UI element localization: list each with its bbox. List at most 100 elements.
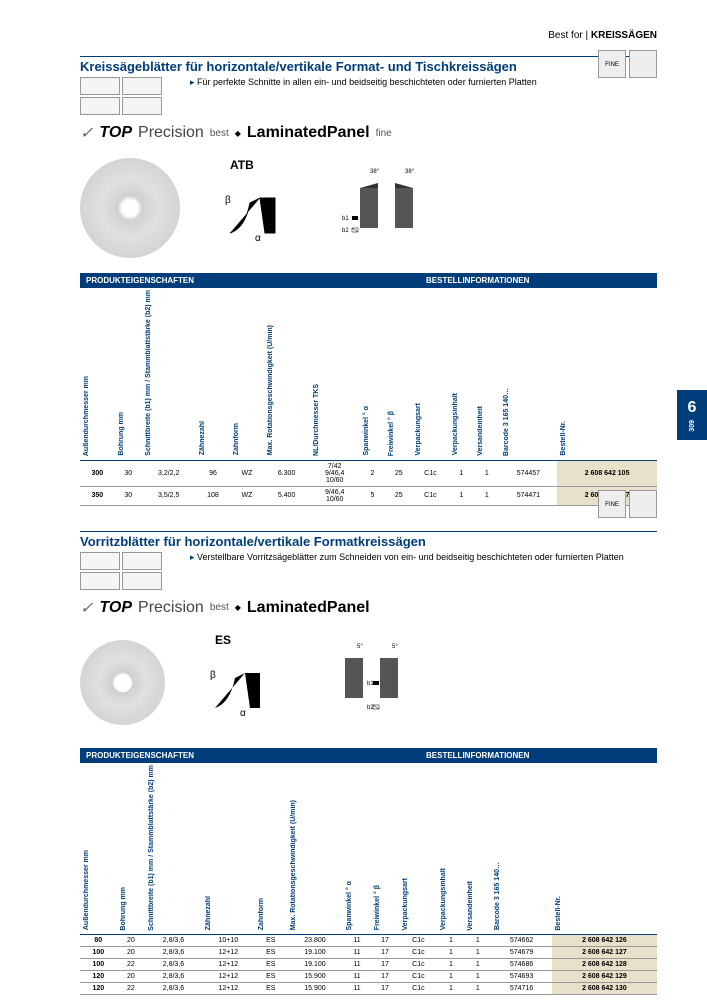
- brand-line-1: ✓ TOP Precision best ◆ LaminatedPanel fi…: [80, 123, 657, 143]
- cell: 3,5/2,5: [142, 486, 196, 505]
- brand-panel: LaminatedPanel: [247, 599, 370, 617]
- saw-icon: [80, 572, 120, 590]
- tooth-label: ES: [215, 633, 231, 647]
- col-header: Außendurchmesser mm: [80, 288, 115, 460]
- cell: ES: [255, 935, 287, 947]
- cell: 17: [371, 959, 400, 971]
- svg-text:5°: 5°: [357, 644, 363, 650]
- cell: WZ: [230, 486, 263, 505]
- tooth-diagram: ATB β α: [200, 158, 320, 258]
- badge-material-icon: [629, 490, 657, 518]
- col-header: Barcode 3 165 140…: [500, 288, 558, 460]
- angle2: 38°: [405, 169, 415, 175]
- blade-image: [80, 158, 180, 258]
- col-header: Verpackungsinhalt: [437, 763, 464, 935]
- section2-intro: Verstellbare Vorritzsägeblätter zum Schn…: [80, 552, 657, 590]
- cell: 2 608 642 127: [552, 947, 657, 959]
- cell: 1: [437, 935, 464, 947]
- cell: ES: [255, 971, 287, 983]
- cell: 2,8/3,6: [145, 971, 202, 983]
- tooth-diagram: ES β α: [185, 633, 305, 733]
- cell: 17: [371, 983, 400, 995]
- cell: ES: [255, 959, 287, 971]
- chapter-num: 6: [688, 399, 697, 417]
- cell: 11: [343, 935, 370, 947]
- cell: 20: [117, 947, 146, 959]
- cell: ES: [255, 947, 287, 959]
- col-header: Schnittbreite (b1) mm / Stammblattstärke…: [142, 288, 196, 460]
- cell: 15.900: [287, 983, 344, 995]
- cell: 25: [385, 486, 412, 505]
- tag-icon: ◆: [235, 603, 241, 612]
- cell: 1: [474, 460, 500, 486]
- cell: 19.100: [287, 947, 344, 959]
- cell: 574716: [491, 983, 552, 995]
- cell: C1c: [399, 959, 437, 971]
- cell: 17: [371, 971, 400, 983]
- svg-text:β: β: [210, 670, 216, 681]
- table2-header-bar: PRODUKTEIGENSCHAFTEN BESTELLINFORMATIONE…: [80, 748, 657, 763]
- col-header: Verpackungsart: [399, 763, 437, 935]
- table-row: 300303,2/2,296WZ6.3007/42 9/46,4 10/6022…: [80, 460, 657, 486]
- cell: 30: [115, 486, 142, 505]
- intro-text: Verstellbare Vorritzsägeblätter zum Schn…: [190, 552, 657, 590]
- cell: 5.400: [264, 486, 310, 505]
- table-row: 80202,8/3,610+10ES23.8001117C1c115746622…: [80, 935, 657, 947]
- cell: 574693: [491, 971, 552, 983]
- cell: C1c: [399, 947, 437, 959]
- cell: 1: [437, 971, 464, 983]
- cell: 12+12: [202, 971, 255, 983]
- cell: 1: [464, 947, 491, 959]
- header-category: Best for |: [548, 30, 588, 41]
- col-header: NL/Durchmesser TKS: [310, 288, 360, 460]
- col-header: Zähnezahl: [196, 288, 231, 460]
- col-header: Bohrung mm: [117, 763, 146, 935]
- table2: Außendurchmesser mmBohrung mmSchnittbrei…: [80, 763, 657, 996]
- cell: C1c: [399, 983, 437, 995]
- page-header: Best for | KREISSÄGEN: [80, 30, 657, 41]
- cell: 2,8/3,6: [145, 959, 202, 971]
- table1-header-bar: PRODUKTEIGENSCHAFTEN BESTELLINFORMATIONE…: [80, 273, 657, 288]
- badge-fine: FINE: [598, 490, 626, 518]
- cell: 22: [117, 983, 146, 995]
- cell: 30: [115, 460, 142, 486]
- brand-panel: LaminatedPanel: [247, 124, 370, 142]
- col-header: Außendurchmesser mm: [80, 763, 117, 935]
- brand-precision: Precision: [138, 124, 204, 142]
- cell: 23.800: [287, 935, 344, 947]
- cell: 19.100: [287, 959, 344, 971]
- brand-best: best: [210, 602, 229, 613]
- b2: b2: [342, 228, 349, 234]
- saw-icon: [122, 572, 162, 590]
- svg-text:5°: 5°: [392, 644, 398, 650]
- cell: 574471: [500, 486, 558, 505]
- th-bestell: BESTELLINFORMATIONEN: [420, 748, 657, 763]
- cell: C1c: [412, 460, 448, 486]
- cell: 25: [385, 460, 412, 486]
- cell: 2 608 642 130: [552, 983, 657, 995]
- cell: 100: [80, 947, 117, 959]
- table1: Außendurchmesser mmBohrung mmSchnittbrei…: [80, 288, 657, 506]
- tooth-svg: β α: [205, 658, 285, 718]
- angle-diagram: 5° 5° b1 b2: [325, 633, 445, 733]
- table-row: 350303,5/2,5108WZ5.4009/46,4 10/60525C1c…: [80, 486, 657, 505]
- col-header: Zahnform: [230, 288, 263, 460]
- saw-type-icons: [80, 77, 180, 115]
- cell: 574686: [491, 959, 552, 971]
- cell: 6.300: [264, 460, 310, 486]
- brand-top: TOP: [99, 124, 132, 142]
- swoosh-icon: ✓: [80, 123, 93, 143]
- cell: ES: [255, 983, 287, 995]
- section2-title: Vorritzblätter für horizontale/vertikale…: [80, 531, 657, 549]
- saw-icon: [122, 77, 162, 95]
- cell: 1: [437, 959, 464, 971]
- cell: 12+12: [202, 947, 255, 959]
- diagram-row-1: ATB β α 38° 38° b1 b2: [80, 153, 657, 263]
- cell: 11: [343, 947, 370, 959]
- col-header: Spanwinkel ° α: [343, 763, 370, 935]
- cell: 1: [464, 959, 491, 971]
- col-header: Versandeinheit: [464, 763, 491, 935]
- col-header: Max. Rotationsgeschwindigkeit (U/min): [264, 288, 310, 460]
- diagram-row-2: ES β α 5° 5° b1 b2: [80, 628, 657, 738]
- page-num: 309: [689, 420, 696, 432]
